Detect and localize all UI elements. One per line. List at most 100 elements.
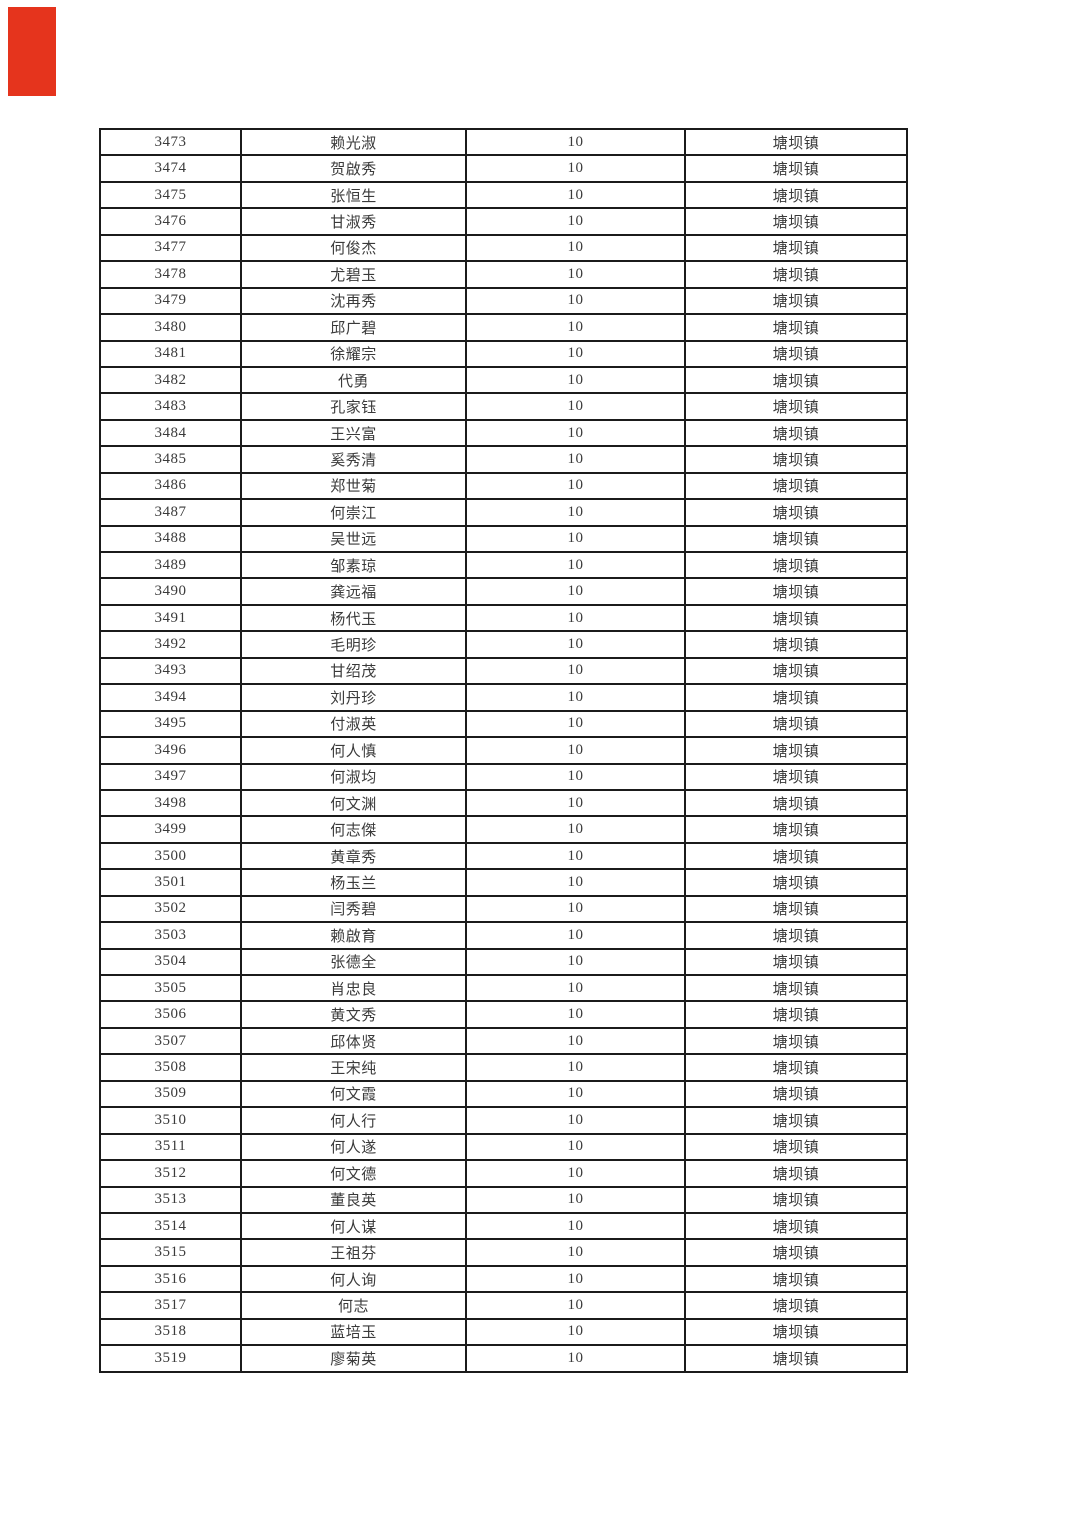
person-name-cell: 王兴富 [240,418,467,448]
amount-cell: 10 [465,656,686,686]
row-number-cell: 3508 [99,1053,242,1082]
amount-cell: 10 [465,445,686,474]
town-cell: 塘坝镇 [684,1317,908,1347]
row-number-cell: 3504 [99,947,242,977]
person-name-cell: 龚远福 [240,577,467,606]
amount-cell: 10 [465,921,686,950]
town-cell: 塘坝镇 [684,1159,908,1188]
row-number-cell: 3507 [99,1026,242,1056]
row-number-cell: 3498 [99,788,242,818]
row-number-cell: 3496 [99,736,242,765]
person-name-cell: 甘淑秀 [240,207,467,236]
table-row: 3496 何人慎 10 塘坝镇 [99,736,908,765]
row-number-cell: 3475 [99,180,242,210]
town-cell: 塘坝镇 [684,1053,908,1082]
person-name-cell: 吴世远 [240,524,467,554]
table-row: 3490 龚远福 10 塘坝镇 [99,577,908,606]
row-number-cell: 3485 [99,445,242,474]
amount-cell: 10 [465,1291,686,1320]
person-name-cell: 何人谋 [240,1211,467,1241]
table-row: 3498 何文渊 10 塘坝镇 [99,788,908,818]
amount-cell: 10 [465,498,686,527]
person-name-cell: 孔家钰 [240,392,467,421]
row-number-cell: 3489 [99,550,242,580]
town-cell: 塘坝镇 [684,1079,908,1109]
amount-cell: 10 [465,868,686,897]
town-cell: 塘坝镇 [684,1185,908,1214]
amount-cell: 10 [465,788,686,818]
table-row: 3478 尤碧玉 10 塘坝镇 [99,260,908,289]
table-row: 3514 何人谋 10 塘坝镇 [99,1211,908,1241]
table-row: 3505 肖忠良 10 塘坝镇 [99,973,908,1003]
row-number-cell: 3514 [99,1211,242,1241]
row-number-cell: 3493 [99,656,242,686]
table-row: 3497 何淑均 10 塘坝镇 [99,762,908,791]
row-number-cell: 3511 [99,1132,242,1162]
row-number-cell: 3486 [99,471,242,501]
row-number-cell: 3488 [99,524,242,554]
person-name-cell: 何人遂 [240,1132,467,1162]
amount-cell: 10 [465,841,686,871]
table-row: 3506 黄文秀 10 塘坝镇 [99,1000,908,1029]
row-number-cell: 3481 [99,339,242,368]
amount-cell: 10 [465,973,686,1003]
table-row: 3475 张恒生 10 塘坝镇 [99,180,908,210]
table-row: 3517 何志 10 塘坝镇 [99,1291,908,1320]
town-cell: 塘坝镇 [684,1000,908,1029]
town-cell: 塘坝镇 [684,550,908,580]
row-number-cell: 3478 [99,260,242,289]
amount-cell: 10 [465,260,686,289]
table-row: 3503 赖啟育 10 塘坝镇 [99,921,908,950]
town-cell: 塘坝镇 [684,683,908,712]
town-cell: 塘坝镇 [684,841,908,871]
person-name-cell: 黄章秀 [240,841,467,871]
person-name-cell: 邱广碧 [240,313,467,342]
table-row: 3486 郑世菊 10 塘坝镇 [99,471,908,501]
red-annotation-marker [8,7,56,96]
row-number-cell: 3512 [99,1159,242,1188]
amount-cell: 10 [465,418,686,448]
town-cell: 塘坝镇 [684,815,908,844]
town-cell: 塘坝镇 [684,762,908,791]
table-row: 3473 赖光淑 10 塘坝镇 [99,127,908,157]
table-row: 3477 何俊杰 10 塘坝镇 [99,233,908,263]
table-row: 3516 何人询 10 塘坝镇 [99,1264,908,1294]
town-cell: 塘坝镇 [684,921,908,950]
town-cell: 塘坝镇 [684,392,908,421]
table-row: 3495 付淑英 10 塘坝镇 [99,709,908,739]
table-row: 3515 王祖芬 10 塘坝镇 [99,1238,908,1267]
table-row: 3509 何文霞 10 塘坝镇 [99,1079,908,1109]
row-number-cell: 3474 [99,154,242,183]
person-name-cell: 黄文秀 [240,1000,467,1029]
person-name-cell: 何人询 [240,1264,467,1294]
town-cell: 塘坝镇 [684,868,908,897]
amount-cell: 10 [465,1264,686,1294]
amount-cell: 10 [465,524,686,554]
town-cell: 塘坝镇 [684,1106,908,1135]
row-number-cell: 3499 [99,815,242,844]
row-number-cell: 3482 [99,365,242,395]
amount-cell: 10 [465,233,686,263]
town-cell: 塘坝镇 [684,1291,908,1320]
person-name-cell: 邱体贤 [240,1026,467,1056]
amount-cell: 10 [465,550,686,580]
amount-cell: 10 [465,1026,686,1056]
town-cell: 塘坝镇 [684,524,908,554]
table-row: 3508 王宋纯 10 塘坝镇 [99,1053,908,1082]
person-name-cell: 何人行 [240,1106,467,1135]
town-cell: 塘坝镇 [684,894,908,924]
amount-cell: 10 [465,577,686,606]
amount-cell: 10 [465,180,686,210]
person-name-cell: 王祖芬 [240,1238,467,1267]
amount-cell: 10 [465,1079,686,1109]
table-row: 3474 贺啟秀 10 塘坝镇 [99,154,908,183]
person-name-cell: 赖啟育 [240,921,467,950]
row-number-cell: 3487 [99,498,242,527]
table-row: 3476 甘淑秀 10 塘坝镇 [99,207,908,236]
row-number-cell: 3506 [99,1000,242,1029]
row-number-cell: 3509 [99,1079,242,1109]
table-row: 3485 奚秀清 10 塘坝镇 [99,445,908,474]
row-number-cell: 3516 [99,1264,242,1294]
table-row: 3518 蓝培玉 10 塘坝镇 [99,1317,908,1347]
amount-cell: 10 [465,286,686,316]
